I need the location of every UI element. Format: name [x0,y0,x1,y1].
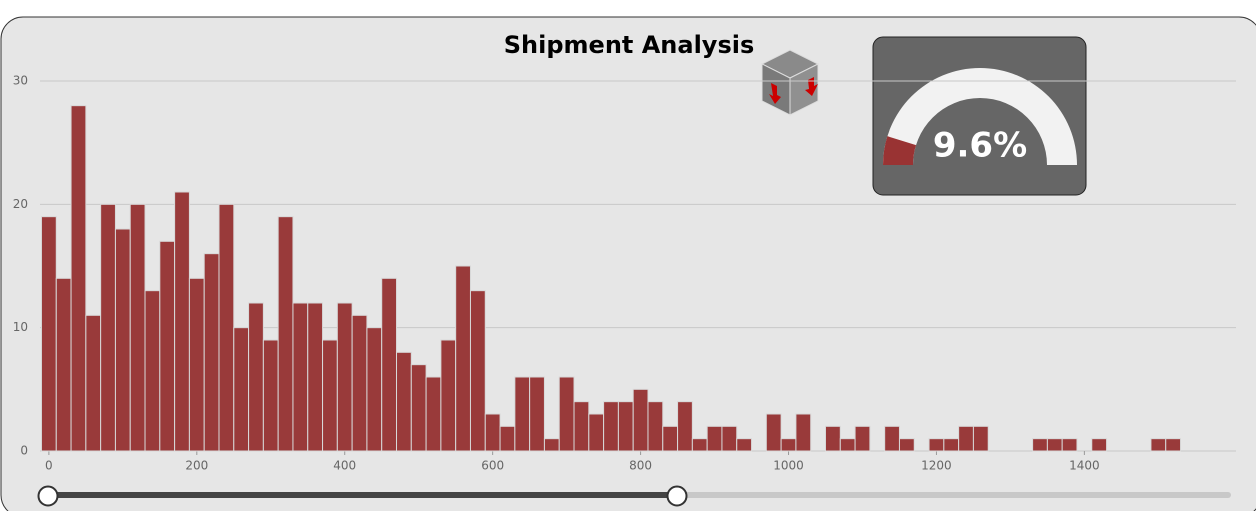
x-tick-label: 400 [333,459,356,473]
bar [706,425,723,452]
bar [203,253,220,452]
bar [928,438,945,452]
bar [884,425,900,452]
bar [721,425,738,452]
x-tick-label: 600 [481,459,504,473]
bar [780,438,797,452]
bar [662,425,679,452]
bar [114,228,131,452]
y-tick-label: 10 [13,320,28,334]
x-tick-label: 800 [629,459,652,473]
bar [440,339,457,452]
bar [85,314,102,452]
y-tick-label: 0 [20,444,28,458]
gauge-panel [872,36,1087,196]
bar [765,413,782,452]
bar [632,388,649,452]
bar [70,105,87,452]
histogram: 0 10 20 30 0 200 400 600 800 1000 1200 1400 [13,74,1236,473]
y-tick-label: 20 [13,197,28,211]
bar [336,302,353,452]
bar [795,413,812,452]
x-tick-label: 1000 [773,459,804,473]
bar [366,327,383,452]
chart-title: Shipment Analysis [504,31,755,59]
bar [307,302,324,452]
bar [543,438,560,452]
bar [972,425,989,452]
x-tick-label: 1200 [921,459,952,473]
bar [40,216,57,452]
bar [647,401,664,452]
range-slider[interactable] [37,485,1231,507]
bar [1091,438,1108,452]
bar [262,339,279,452]
bar [55,277,72,452]
bar [410,364,427,452]
bar [129,203,146,452]
bar [381,277,398,452]
bar [588,413,605,452]
bar [958,425,974,452]
bar [351,314,368,452]
bar [1061,438,1078,452]
bar [514,376,531,452]
bar [573,401,590,452]
slider-handle[interactable] [37,485,59,507]
bar [1150,438,1167,452]
bar [322,339,338,452]
x-tick-label: 0 [45,459,53,473]
bar [174,191,190,452]
bar [277,216,294,452]
bar [425,376,442,452]
y-tick-label: 30 [13,74,28,88]
box-icon [760,49,820,116]
bar [558,376,575,452]
bar [292,302,309,452]
bar [233,327,250,452]
bar [159,240,176,452]
bar [839,438,856,452]
bar [1046,438,1063,452]
bar [484,413,501,452]
bar [691,438,708,452]
bar [218,203,235,452]
gauge: 9.6% [882,68,1077,166]
bar [1032,438,1048,452]
bar [144,290,161,452]
bar [248,302,264,452]
bar [396,351,412,452]
bar [736,438,753,452]
bar [100,203,116,452]
bar [1165,438,1182,452]
x-tick-label: 200 [185,459,208,473]
slider-handle[interactable] [666,485,688,507]
bar [943,438,960,452]
bar [898,438,915,452]
bar [499,425,516,452]
gauge-track [883,68,1077,165]
bar [854,425,871,452]
bar [603,401,619,452]
bar [677,401,693,452]
bar [824,425,841,452]
bar [617,401,634,452]
x-tick-label: 1400 [1069,459,1100,473]
bar [529,376,545,452]
gauge-value [882,136,917,165]
gauge-label: 9.6% [933,126,1027,166]
bar [188,277,205,452]
bar [455,265,471,452]
bar [469,290,486,452]
